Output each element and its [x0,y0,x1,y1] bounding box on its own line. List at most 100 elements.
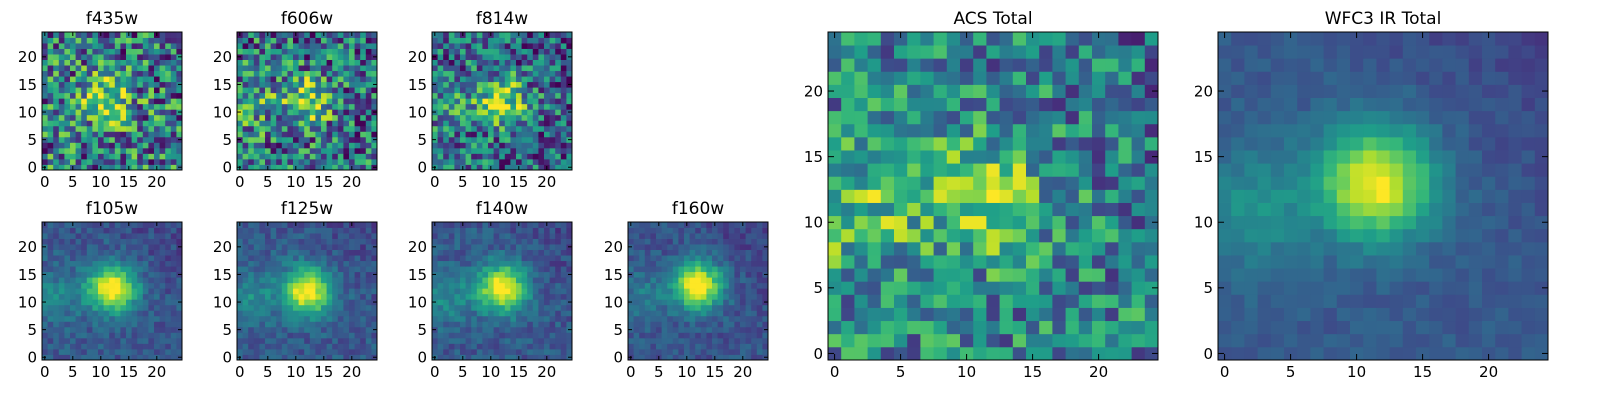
heatmap-cell [142,87,149,94]
heatmap-cell [532,54,539,60]
heatmap-cell [960,202,974,217]
heatmap-cell [326,315,333,322]
heatmap-cell [960,215,974,230]
heatmap-cell [176,238,183,245]
heatmap-cell [265,326,271,333]
heatmap-cell [360,142,367,149]
heatmap-cell [867,333,882,348]
heatmap-cell [137,348,144,355]
heatmap-cell [354,87,361,94]
heatmap-cell [309,255,316,262]
heatmap-cell [1026,307,1040,322]
heatmap-cell [672,299,679,306]
heatmap-cell [58,43,65,49]
heatmap-cell [448,32,455,38]
heatmap-cell [566,332,573,339]
heatmap-cell [86,282,93,289]
heatmap-cell [332,315,339,322]
heatmap-cell [667,227,674,234]
heatmap-cell [253,326,260,333]
x-tick-label: 10 [91,173,110,191]
heatmap-cell [723,222,730,228]
heatmap-cell [126,343,132,350]
heatmap-cell [114,131,121,138]
heatmap-cell [745,354,752,361]
heatmap-cell [343,131,350,138]
heatmap-cell [650,293,657,300]
heatmap-cell [47,348,54,355]
heatmap-cell [165,249,172,256]
heatmap-cell [237,131,243,138]
heatmap-cell [644,354,651,361]
heatmap-cell [695,310,702,317]
heatmap-cell [740,299,746,306]
heatmap-cell [81,76,88,83]
heatmap-cell [880,320,895,335]
heatmap-cell [81,233,88,239]
heatmap-cell [343,98,350,105]
heatmap-cell [920,320,934,335]
heatmap-cell [443,244,450,250]
heatmap-cell [1092,202,1106,217]
heatmap-cell [510,54,517,60]
heatmap-cell [58,32,65,38]
heatmap-cell [465,315,472,322]
heatmap-cell [986,268,1000,282]
heatmap-cell [343,54,350,60]
heatmap-cell [762,233,769,239]
heatmap-cell [527,266,534,273]
heatmap-cell [1144,320,1159,335]
heatmap-cell [1144,215,1159,230]
heatmap-cell [549,70,556,77]
heatmap-cell [712,271,718,278]
heatmap-cell [265,299,271,306]
heatmap-cell [1052,228,1066,243]
heatmap-cell [58,98,65,105]
heatmap-cell [510,354,517,361]
heatmap-cell [354,48,361,55]
heatmap-cell [678,332,685,339]
heatmap-cell [287,348,294,355]
heatmap-cell [354,114,361,121]
heatmap-cell [920,281,934,295]
heatmap-cell [332,260,339,267]
heatmap-cell [723,326,730,333]
heatmap-cell [493,277,500,284]
heatmap-cell [628,288,634,295]
heatmap-cell [337,70,344,77]
heatmap-cell [639,227,646,234]
heatmap-cell [723,238,730,245]
heatmap-cell [81,332,88,339]
heatmap-cell [894,241,908,256]
heatmap-cell [538,48,545,55]
heatmap-cell [70,109,76,116]
heatmap-cell [154,337,160,344]
heatmap-cell [504,227,511,234]
heatmap-cell [343,321,350,328]
heatmap-cell [47,164,54,171]
heatmap-cell [332,92,339,99]
heatmap-cell [75,337,82,344]
heatmap-cell [443,48,450,55]
heatmap-cell [276,158,283,165]
heatmap-cell [527,271,534,278]
heatmap-cell [538,293,545,300]
heatmap-cell [880,176,895,190]
y-tick-label: 20 [18,238,37,256]
heatmap-cell [276,76,283,83]
heatmap-cell [265,249,271,256]
heatmap-cell [504,288,511,295]
heatmap-cell [841,241,855,256]
heatmap-cell [854,163,868,177]
heatmap-cell [332,304,339,311]
heatmap-cell [332,244,339,250]
heatmap-cell [58,136,65,143]
heatmap-cell [667,337,674,344]
heatmap-cell [298,54,305,60]
heatmap-cell [120,43,127,49]
heatmap-cell [131,326,138,333]
heatmap-cell [265,233,271,239]
heatmap-cell [42,304,48,311]
heatmap-cell [365,65,372,72]
heatmap-cell [343,114,350,121]
